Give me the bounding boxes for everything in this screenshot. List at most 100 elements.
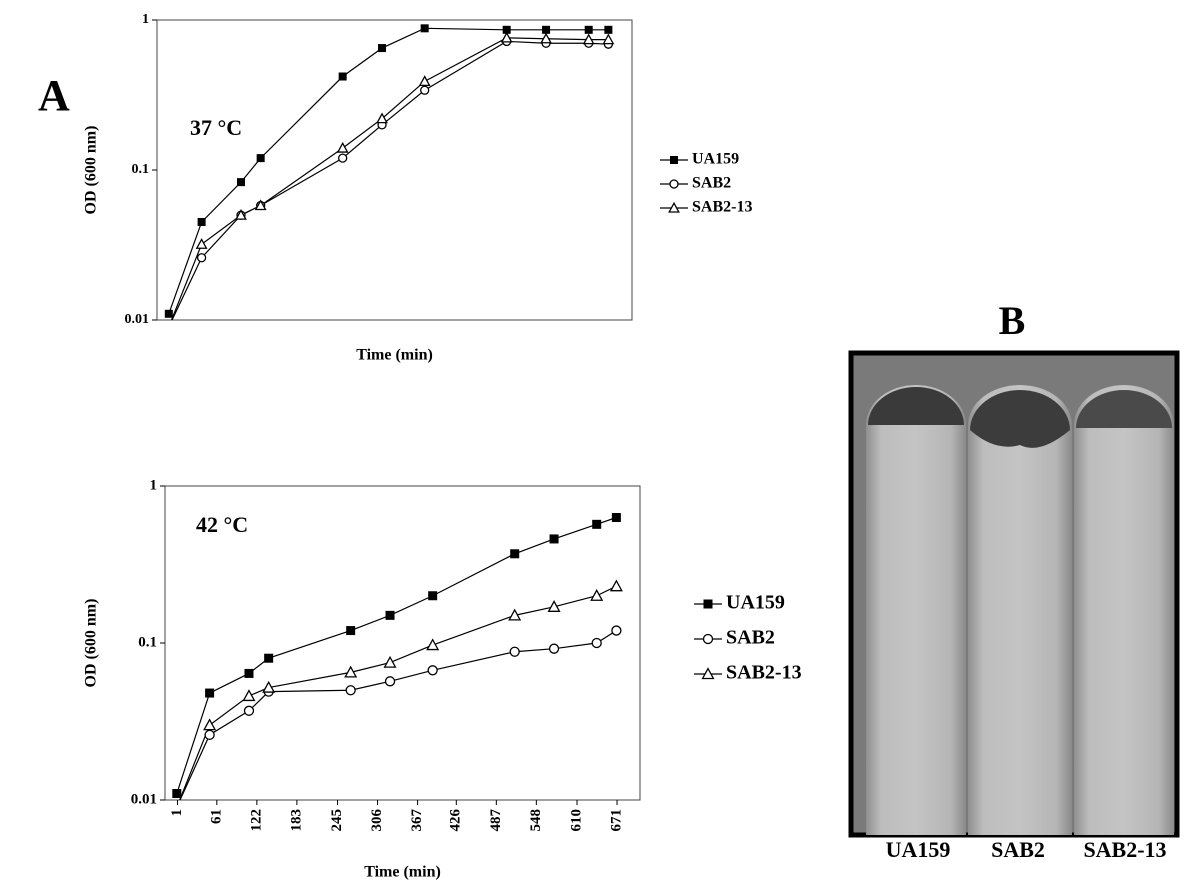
marker xyxy=(197,218,206,227)
tube-label: SAB2-13 xyxy=(1083,837,1166,862)
series-line xyxy=(176,516,617,794)
marker xyxy=(262,680,276,693)
legend-label: SAB2 xyxy=(692,175,731,192)
x-tick-label: 183 xyxy=(288,809,304,832)
y-tick-label: 0.1 xyxy=(138,634,157,650)
x-tick-label: 610 xyxy=(568,809,584,832)
marker xyxy=(383,655,397,668)
annotation: 42 °C xyxy=(196,512,248,537)
marker xyxy=(338,153,348,163)
marker xyxy=(602,33,615,45)
marker xyxy=(582,33,595,45)
marker xyxy=(378,44,387,53)
marker xyxy=(242,689,256,702)
tube-photo xyxy=(848,350,1180,838)
marker xyxy=(591,637,602,649)
plot-area xyxy=(172,513,623,800)
marker xyxy=(540,32,552,44)
marker xyxy=(244,668,254,678)
series-line xyxy=(170,37,609,320)
legend-label: SAB2 xyxy=(726,627,775,649)
marker xyxy=(428,591,438,601)
marker xyxy=(385,610,395,620)
x-axis-label: Time (min) xyxy=(364,864,441,881)
x-tick-label: 426 xyxy=(448,809,464,832)
marker xyxy=(609,579,623,592)
annotation: 37 °C xyxy=(190,115,242,140)
legend-label: SAB2-13 xyxy=(692,199,752,216)
marker xyxy=(500,31,513,43)
marker xyxy=(336,141,349,153)
marker xyxy=(344,665,358,678)
marker xyxy=(164,309,173,318)
x-tick-label: 367 xyxy=(409,809,425,832)
marker xyxy=(669,179,679,189)
y-tick-label: 0.1 xyxy=(132,162,150,177)
y-tick-label: 0.01 xyxy=(131,791,157,807)
y-tick-label: 1 xyxy=(150,477,158,493)
marker xyxy=(590,588,604,601)
marker xyxy=(346,626,356,636)
marker xyxy=(236,178,245,187)
legend-label: SAB2-13 xyxy=(726,662,802,684)
marker xyxy=(509,646,520,657)
series-line xyxy=(179,585,617,800)
marker xyxy=(702,633,714,645)
marker xyxy=(701,667,715,680)
marker xyxy=(418,75,431,86)
panel-label: A xyxy=(38,71,70,120)
x-tick-label: 245 xyxy=(329,809,345,832)
marker xyxy=(508,608,522,621)
marker xyxy=(611,625,622,636)
x-tick-label: 61 xyxy=(208,809,224,824)
marker xyxy=(426,638,440,651)
x-tick-label: 487 xyxy=(488,809,504,832)
tube-label: UA159 xyxy=(886,837,951,862)
x-tick-label: 306 xyxy=(369,809,385,832)
marker xyxy=(510,549,520,559)
marker xyxy=(235,208,247,220)
marker xyxy=(256,154,265,163)
marker xyxy=(548,643,560,654)
marker xyxy=(611,513,621,523)
legend-label: UA159 xyxy=(726,592,785,614)
marker xyxy=(547,600,561,612)
marker xyxy=(427,665,438,676)
marker xyxy=(243,705,255,716)
marker xyxy=(376,112,388,124)
tube-label: SAB2 xyxy=(991,837,1045,862)
x-tick-label: 122 xyxy=(248,809,264,832)
y-axis-label: OD (600 nm) xyxy=(83,126,100,215)
marker xyxy=(670,156,678,164)
marker xyxy=(205,688,215,698)
marker xyxy=(502,25,511,34)
y-axis-label: OD (600 nm) xyxy=(83,599,100,688)
marker xyxy=(420,24,429,33)
plot-area xyxy=(164,24,615,331)
marker xyxy=(254,199,267,211)
panel-label: B xyxy=(999,298,1026,343)
marker xyxy=(196,253,207,263)
y-tick-label: 0.01 xyxy=(125,312,150,327)
marker xyxy=(165,323,173,331)
series-line xyxy=(179,630,617,800)
marker xyxy=(420,85,430,95)
marker xyxy=(203,718,217,731)
marker xyxy=(384,676,396,687)
marker xyxy=(592,519,602,529)
marker xyxy=(195,238,208,249)
x-tick-label: 1 xyxy=(169,809,185,817)
marker xyxy=(338,72,347,81)
marker xyxy=(703,599,713,609)
marker xyxy=(164,322,174,331)
x-axis-label: Time (min) xyxy=(356,347,433,364)
marker xyxy=(264,653,274,663)
marker xyxy=(549,534,559,544)
marker xyxy=(345,685,356,696)
legend-label: UA159 xyxy=(692,151,739,168)
plot-frame xyxy=(156,19,633,321)
marker xyxy=(668,201,680,213)
y-tick-label: 1 xyxy=(142,12,149,27)
marker xyxy=(542,25,551,34)
